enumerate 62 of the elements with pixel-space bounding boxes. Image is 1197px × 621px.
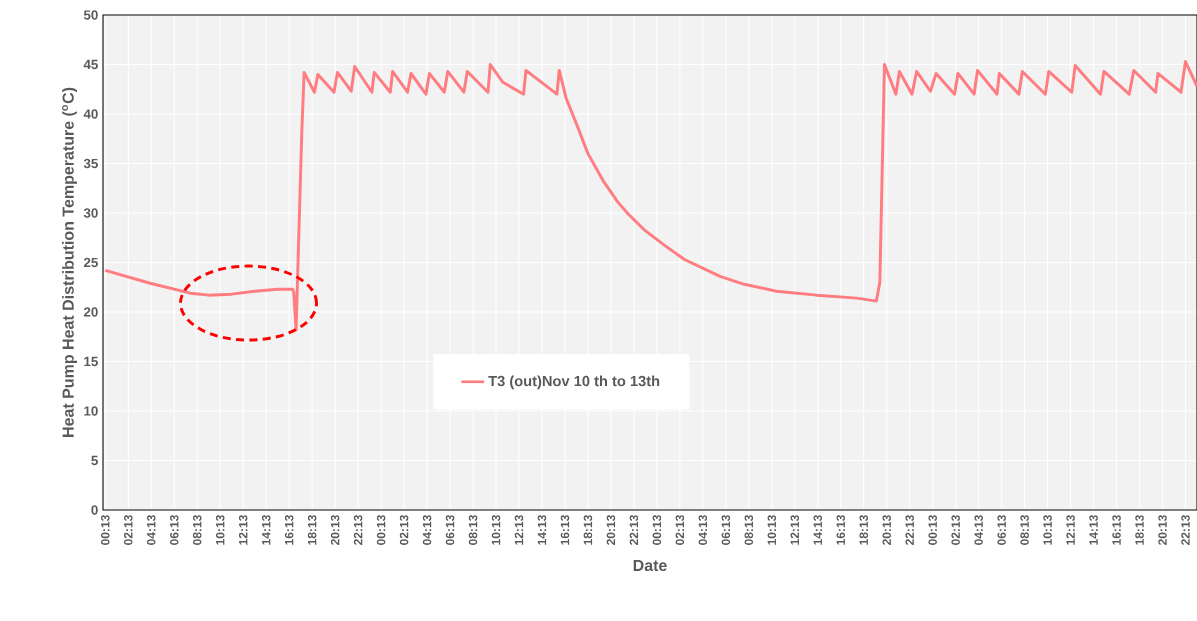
x-tick-label: 10:13 xyxy=(767,515,777,545)
x-tick-label: 20:13 xyxy=(882,515,891,545)
x-tick-label: 04:13 xyxy=(422,515,432,545)
x-tick-label: 14:13 xyxy=(813,515,823,545)
x-tick-label: 00:13 xyxy=(928,515,937,545)
x-tick-label: 12:13 xyxy=(790,515,800,545)
x-tick-label: 06:13 xyxy=(997,515,1006,545)
x-tick-label: 06:13 xyxy=(445,515,455,545)
legend-label: T3 (out)Nov 10 th to 13th xyxy=(488,375,660,390)
x-tick-label: 18:13 xyxy=(859,515,868,545)
x-tick-label: 02:13 xyxy=(399,515,409,545)
y-tick-label: 0 xyxy=(91,505,98,515)
x-tick-label: 22:13 xyxy=(1181,515,1190,545)
x-tick-label: 10:13 xyxy=(215,515,225,545)
x-tick-label: 12:13 xyxy=(514,515,524,545)
y-tick-label: 40 xyxy=(83,109,98,119)
x-tick-label: 22:13 xyxy=(629,515,639,545)
y-tick-label: 20 xyxy=(83,307,98,317)
y-tick-label: 30 xyxy=(83,208,98,218)
x-tick-label: 08:13 xyxy=(1020,515,1029,545)
x-tick-label: 08:13 xyxy=(192,515,202,545)
y-tick-label: 15 xyxy=(84,356,98,367)
y-tick-label: 50 xyxy=(83,10,98,20)
x-tick-label: 20:13 xyxy=(330,515,340,545)
x-tick-label: 06:13 xyxy=(721,515,731,545)
x-tick-label: 10:13 xyxy=(491,515,501,545)
x-tick-label: 22:13 xyxy=(353,515,363,545)
x-tick-label: 04:13 xyxy=(147,515,156,545)
x-tick-label: 02:13 xyxy=(124,515,133,545)
x-tick-label: 18:13 xyxy=(1135,515,1144,545)
x-tick-label: 00:13 xyxy=(101,515,110,545)
x-tick-label: 10:13 xyxy=(1043,515,1052,545)
y-tick-label: 45 xyxy=(83,59,98,70)
x-tick-label: 18:13 xyxy=(307,515,317,545)
x-tick-label: 14:13 xyxy=(261,515,271,545)
x-tick-label: 02:13 xyxy=(675,515,685,545)
x-tick-label: 14:13 xyxy=(1089,515,1098,545)
x-tick-label: 12:13 xyxy=(1066,515,1075,545)
y-tick-label: 5 xyxy=(91,455,98,466)
y-axis-title: Heat Pump Heat Distribution Temperature ($^{o}$C) xyxy=(62,87,77,437)
x-tick-label: 00:13 xyxy=(652,515,662,545)
y-tick-label: 35 xyxy=(83,158,98,169)
x-tick-label: 02:13 xyxy=(951,515,960,545)
x-tick-label: 14:13 xyxy=(537,515,547,545)
x-tick-label: 20:13 xyxy=(1158,515,1167,545)
x-tick-label: 20:13 xyxy=(606,515,616,545)
x-tick-label: 06:13 xyxy=(170,515,179,545)
y-tick-label: 10 xyxy=(84,406,98,416)
x-tick-label: 04:13 xyxy=(974,515,983,545)
x-tick-label: 00:13 xyxy=(376,515,386,545)
x-tick-label: 12:13 xyxy=(238,515,248,545)
x-tick-label: 16:13 xyxy=(284,515,294,545)
x-tick-label: 18:13 xyxy=(583,515,593,545)
x-tick-label: 08:13 xyxy=(468,515,478,545)
x-tick-label: 16:13 xyxy=(560,515,570,545)
x-axis-title: Date xyxy=(633,559,667,572)
x-tick-label: 08:13 xyxy=(744,515,754,545)
x-tick-label: 04:13 xyxy=(698,515,708,545)
y-tick-label: 25 xyxy=(83,257,98,268)
x-tick-label: 16:13 xyxy=(836,515,846,545)
x-tick-label: 16:13 xyxy=(1112,515,1121,545)
x-tick-label: 22:13 xyxy=(905,515,914,545)
